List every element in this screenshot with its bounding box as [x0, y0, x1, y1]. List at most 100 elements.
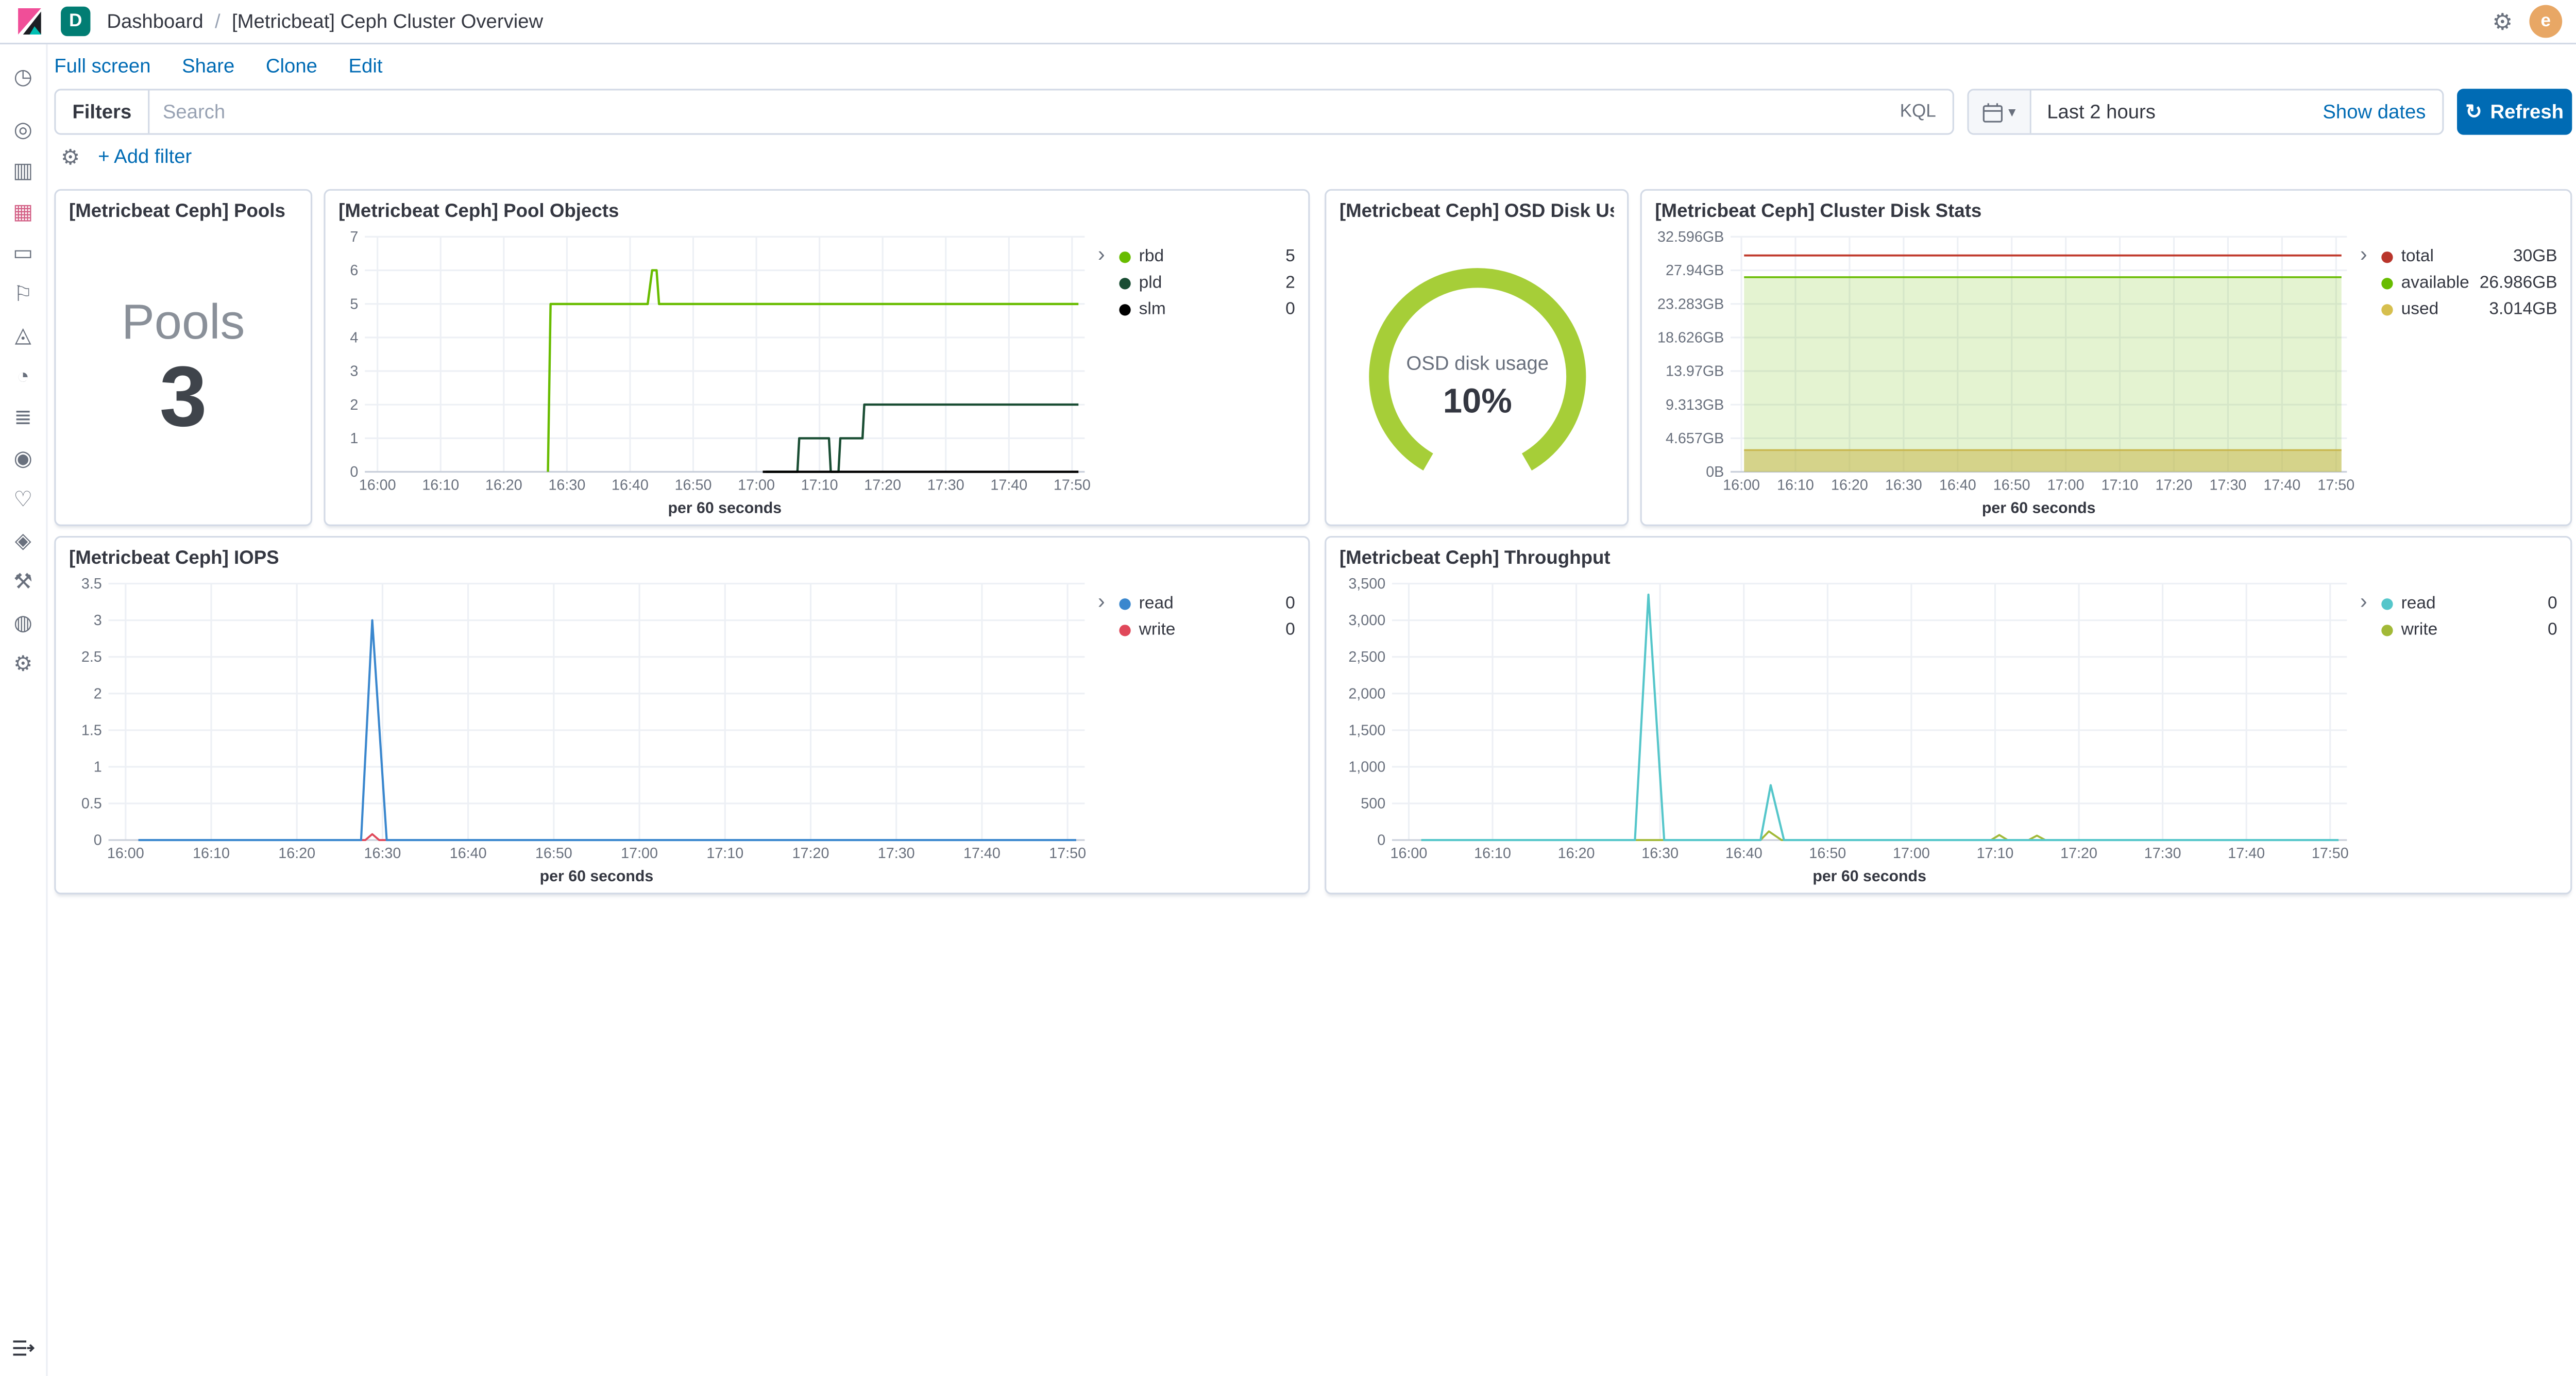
- svg-text:16:00: 16:00: [1391, 845, 1428, 862]
- svg-text:17:00: 17:00: [621, 845, 658, 862]
- edit-button[interactable]: Edit: [348, 54, 383, 77]
- legend-item-read[interactable]: read 0: [2381, 590, 2557, 616]
- nav-dev-tools-icon[interactable]: ⚒: [13, 568, 33, 593]
- clone-button[interactable]: Clone: [265, 54, 317, 77]
- svg-text:18.626GB: 18.626GB: [1657, 329, 1724, 346]
- svg-text:16:20: 16:20: [1558, 845, 1595, 862]
- legend-item-rbd[interactable]: rbd 5: [1119, 243, 1295, 270]
- nav-apm-icon[interactable]: ◉: [13, 444, 32, 469]
- throughput-chart[interactable]: 16:00 16:10 16:20 16:30 16:40 16:50 17:00 17:10…: [1340, 570, 2360, 886]
- kql-button[interactable]: KQL: [1900, 102, 1936, 122]
- panel-pool-objects: [Metricbeat Ceph] Pool Objects 16:00 16:1…: [324, 189, 1310, 526]
- share-button[interactable]: Share: [182, 54, 235, 77]
- svg-text:13.97GB: 13.97GB: [1666, 363, 1724, 380]
- legend-item-used[interactable]: used 3.014GB: [2381, 296, 2557, 322]
- panel-title: [Metricbeat Ceph] IOPS: [69, 549, 279, 569]
- iops-chart[interactable]: 16:00 16:10 16:20 16:30 16:40 16:50 17:00 17:10…: [69, 570, 1098, 886]
- svg-text:per 60 seconds: per 60 seconds: [1982, 499, 2096, 516]
- legend-series-value: 0: [1285, 299, 1295, 319]
- expand-nav-icon[interactable]: [11, 1336, 35, 1366]
- refresh-label: Refresh: [2490, 100, 2564, 124]
- svg-text:2: 2: [350, 397, 358, 413]
- svg-text:3,500: 3,500: [1348, 576, 1385, 592]
- legend-item-available[interactable]: available 26.986GB: [2381, 270, 2557, 296]
- calendar-menu-button[interactable]: ▾: [1969, 90, 2031, 133]
- time-picker: ▾ Last 2 hours Show dates: [1967, 89, 2444, 135]
- legend-series-label: pld: [1139, 273, 1162, 293]
- legend-series-dot: [1119, 303, 1131, 315]
- cluster-disk-stats-chart[interactable]: 16:00 16:10 16:20 16:30 16:40 16:50 17:00 17:10…: [1655, 224, 2360, 518]
- pool-objects-chart-area: 16:00 16:10 16:20 16:30 16:40 16:50 17:00 17:10…: [338, 224, 1098, 518]
- kibana-logo-icon[interactable]: [16, 8, 43, 35]
- full-screen-button[interactable]: Full screen: [54, 54, 151, 77]
- search-box: Filters KQL: [54, 89, 1954, 135]
- filters-button[interactable]: Filters: [56, 90, 150, 133]
- legend-item-write[interactable]: write 0: [1119, 616, 1295, 643]
- search-input[interactable]: [149, 100, 1884, 124]
- svg-text:16:10: 16:10: [193, 845, 230, 862]
- legend-series-label: available: [2401, 273, 2469, 293]
- iops-chart-area: 16:00 16:10 16:20 16:30 16:40 16:50 17:00 17:10…: [69, 570, 1098, 886]
- svg-text:27.94GB: 27.94GB: [1666, 262, 1724, 279]
- legend-series-label: write: [2401, 619, 2438, 640]
- refresh-button[interactable]: ↻ Refresh: [2457, 89, 2572, 135]
- legend-series-label: slm: [1139, 299, 1166, 319]
- nav-discover-icon[interactable]: ◎: [13, 115, 32, 141]
- user-avatar[interactable]: e: [2529, 5, 2563, 38]
- nav-siem-icon[interactable]: ◈: [14, 527, 31, 552]
- legend-series-value: 0: [1285, 593, 1295, 613]
- legend-item-total[interactable]: total 30GB: [2381, 243, 2557, 270]
- svg-text:17:20: 17:20: [864, 477, 901, 494]
- panel-title: [Metricbeat Ceph] Pool Objects: [338, 202, 619, 222]
- legend-toggle-chevron-icon[interactable]: ›: [1097, 241, 1105, 266]
- nav-visualize-icon[interactable]: ▥: [13, 157, 33, 182]
- legend-item-pld[interactable]: pld 2: [1119, 270, 1295, 296]
- pools-metric-label: Pools: [121, 295, 245, 350]
- svg-text:4: 4: [350, 329, 358, 346]
- legend-toggle-chevron-icon[interactable]: ›: [1097, 589, 1105, 613]
- throughput-chart-area: 16:00 16:10 16:20 16:30 16:40 16:50 17:00 17:10…: [1340, 570, 2360, 886]
- gear-icon[interactable]: ⚙: [2492, 8, 2513, 35]
- legend-item-slm[interactable]: slm 0: [1119, 296, 1295, 322]
- nav-uptime-icon[interactable]: ♡: [13, 485, 33, 511]
- svg-text:17:30: 17:30: [2144, 845, 2181, 862]
- legend-series-value: 0: [2547, 593, 2557, 613]
- breadcrumb-dashboard[interactable]: Dashboard: [107, 10, 204, 33]
- svg-text:17:40: 17:40: [963, 845, 1001, 862]
- nav-management-icon[interactable]: ⚙: [13, 650, 33, 675]
- legend-item-write[interactable]: write 0: [2381, 616, 2557, 643]
- svg-text:16:40: 16:40: [612, 477, 649, 494]
- svg-text:16:40: 16:40: [1725, 845, 1762, 862]
- legend-series-label: total: [2401, 246, 2434, 266]
- pool-objects-chart[interactable]: 16:00 16:10 16:20 16:30 16:40 16:50 17:00 17:10…: [338, 224, 1098, 518]
- svg-text:17:50: 17:50: [1054, 477, 1091, 494]
- legend-toggle-chevron-icon[interactable]: ›: [2360, 241, 2367, 266]
- cluster-disk-stats-legend: › total 30GB available 26.986GB used 3.014GB: [2360, 224, 2557, 518]
- svg-text:6: 6: [350, 262, 358, 279]
- legend-toggle-chevron-icon[interactable]: ›: [2360, 589, 2367, 613]
- svg-text:16:10: 16:10: [1474, 845, 1511, 862]
- nav-logs-icon[interactable]: ≣: [14, 404, 32, 428]
- nav-stack-monitoring-icon[interactable]: ◍: [13, 609, 32, 634]
- filter-options-gear-icon[interactable]: ⚙: [61, 144, 80, 169]
- global-nav-sidebar: ◷ ◎ ▥ ▦ ▭ ⚐ ◬ ◔ ≣ ◉ ♡ ◈ ⚒ ◍ ⚙: [0, 44, 48, 1376]
- show-dates-button[interactable]: Show dates: [2323, 100, 2426, 124]
- query-bar: Filters KQL ▾ Last 2 hours Show dates: [54, 89, 2572, 135]
- add-filter-button[interactable]: + Add filter: [98, 144, 192, 168]
- nav-dashboard-icon[interactable]: ▦: [13, 198, 33, 223]
- legend-list: read 0 write 0: [2381, 590, 2557, 886]
- time-range-value[interactable]: Last 2 hours: [2047, 100, 2156, 124]
- recently-viewed-icon[interactable]: ◷: [13, 63, 32, 88]
- svg-text:17:20: 17:20: [792, 845, 829, 862]
- pools-metric-value: 3: [159, 350, 207, 446]
- svg-text:0: 0: [94, 832, 102, 849]
- osd-disk-usage-gauge[interactable]: OSD disk usage 10%: [1345, 247, 1608, 494]
- nav-maps-icon[interactable]: ⚐: [13, 280, 33, 305]
- nav-canvas-icon[interactable]: ▭: [13, 239, 33, 264]
- nav-metrics-icon[interactable]: ◔: [16, 363, 30, 388]
- legend-item-read[interactable]: read 0: [1119, 590, 1295, 616]
- space-badge[interactable]: D: [61, 6, 91, 37]
- nav-machine-learning-icon[interactable]: ◬: [14, 321, 31, 346]
- legend-list: read 0 write 0: [1119, 590, 1295, 886]
- svg-text:16:30: 16:30: [364, 845, 401, 862]
